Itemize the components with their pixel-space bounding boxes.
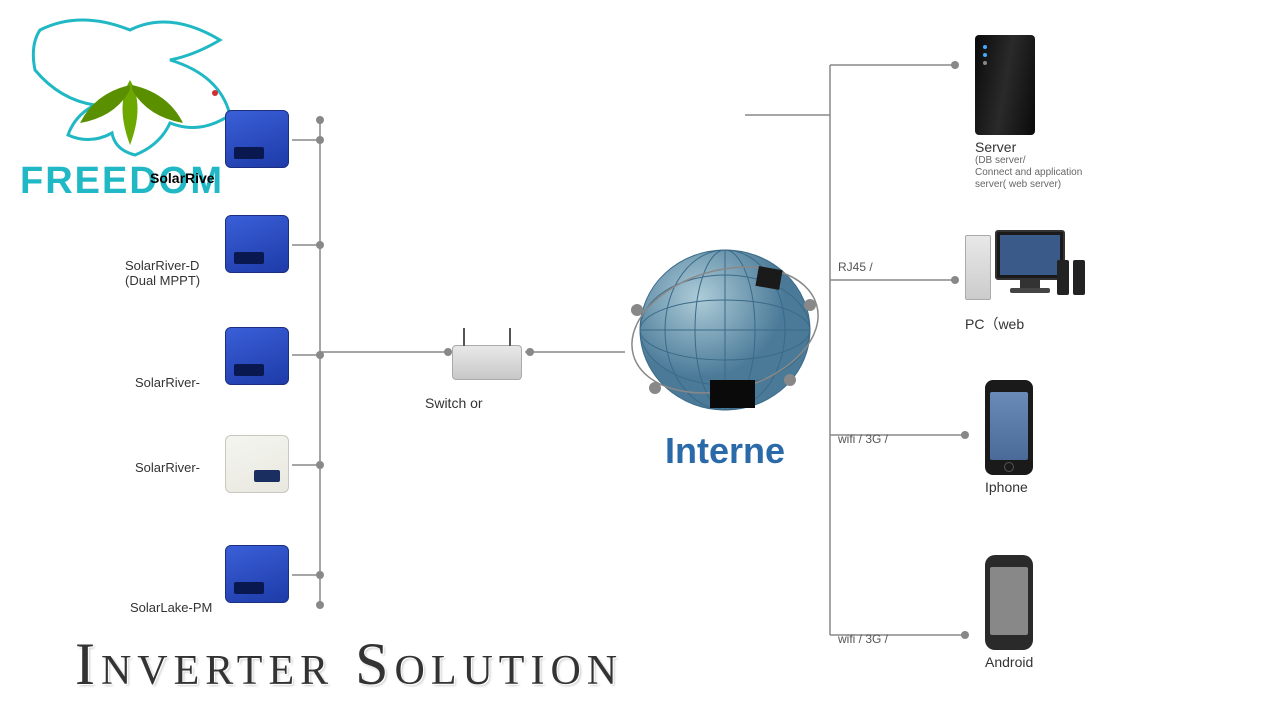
device-label-android: Android	[985, 654, 1033, 670]
server-icon	[975, 35, 1035, 135]
switch-router-icon	[452, 345, 522, 380]
device-server: Server(DB server/ Connect and applicatio…	[975, 35, 1082, 191]
inverter-label-2: SolarRiver-	[135, 375, 245, 390]
conn-label-iphone: wifi / 3G /	[838, 432, 888, 446]
iphone-icon	[985, 380, 1033, 475]
globe-icon	[625, 240, 825, 420]
device-label-pc: PC（web	[965, 314, 1085, 334]
android-icon	[985, 555, 1033, 650]
internet-label: Interne	[625, 430, 825, 472]
switch-label: Switch or	[425, 395, 483, 411]
inverter-0	[225, 110, 289, 168]
device-label-server: Server	[975, 139, 1082, 155]
bird-icon	[20, 5, 240, 165]
conn-label-pc: RJ45 /	[838, 260, 873, 274]
inverter-label-4: SolarLake-PM	[130, 600, 240, 615]
brand-logo: SolarRive FREEDOM	[20, 5, 270, 203]
conn-label-android: wifi / 3G /	[838, 632, 888, 646]
device-pc: PC（web	[965, 225, 1085, 334]
pc-icon	[965, 225, 1085, 310]
inverter-label-1: SolarRiver-D (Dual MPPT)	[125, 258, 235, 288]
inverter-4	[225, 545, 289, 603]
device-label-iphone: Iphone	[985, 479, 1033, 495]
device-iphone: Iphone	[985, 380, 1033, 495]
device-sublabel-server: (DB server/ Connect and application serv…	[975, 155, 1082, 191]
inverter-label-3: SolarRiver-	[135, 460, 245, 475]
device-android: Android	[985, 555, 1033, 670]
brand-name: SolarRive	[150, 170, 215, 186]
internet-node: Interne	[625, 240, 825, 472]
diagram-title: Inverter Solution	[75, 630, 623, 699]
